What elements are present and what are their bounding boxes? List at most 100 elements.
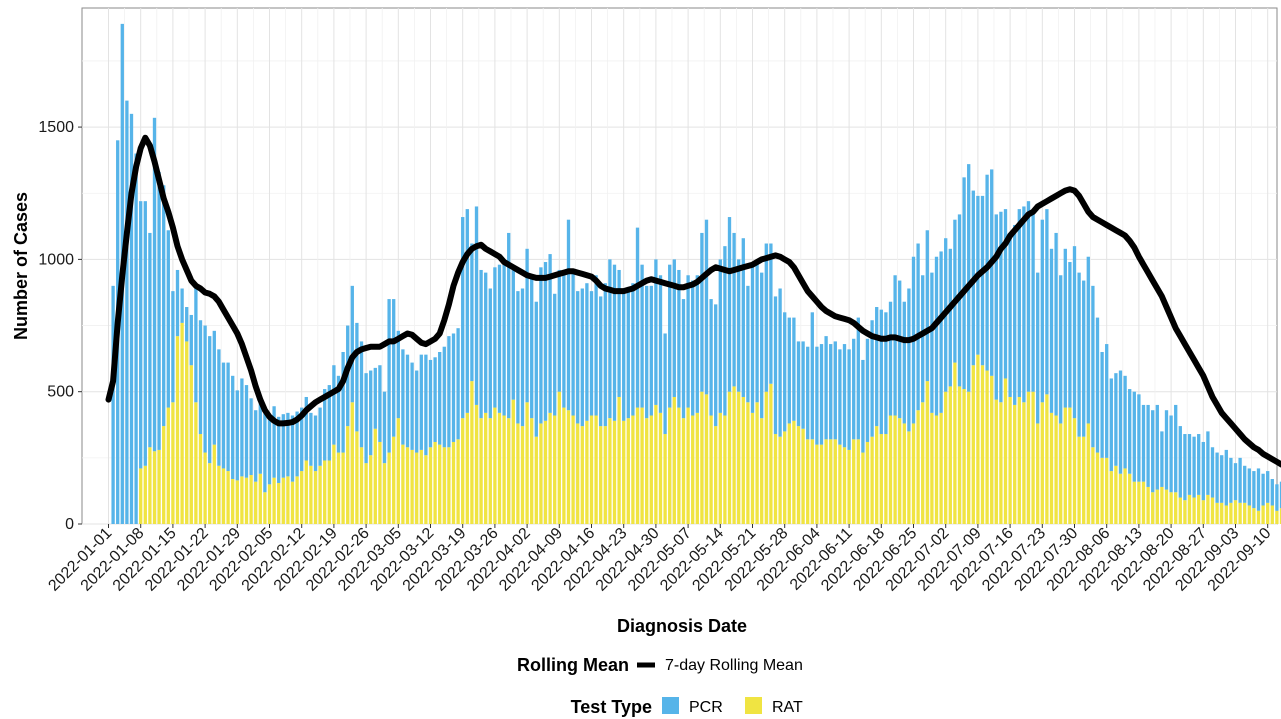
bar-rat (516, 423, 520, 524)
bar-rat (663, 434, 667, 524)
bar-rat (378, 441, 382, 524)
bar-rat (428, 447, 433, 524)
bar-rat (1031, 391, 1035, 524)
bar-pcr (884, 312, 888, 435)
bar-pcr (677, 269, 681, 408)
bar-rat (502, 415, 506, 524)
bar-rat (714, 426, 718, 524)
bar-rat (1072, 418, 1077, 524)
bar-pcr (1008, 238, 1012, 397)
bar-rat (1068, 407, 1072, 524)
bar-pcr (235, 390, 239, 481)
bar-pcr (635, 227, 640, 408)
bar-rat (240, 476, 244, 524)
bar-rat (865, 441, 870, 524)
bar-pcr (1164, 410, 1169, 490)
bar-pcr (1022, 206, 1026, 403)
bar-pcr (530, 277, 534, 419)
bar-pcr (1054, 232, 1058, 416)
bar-rat (249, 475, 253, 524)
bar-pcr (359, 341, 364, 448)
bar-pcr (1045, 209, 1049, 395)
legend-rolling-title: Rolling Mean (517, 655, 629, 675)
bar-pcr (741, 238, 745, 397)
bar-rat (419, 449, 423, 524)
bar-rat (1270, 505, 1274, 524)
bar-rat (1155, 489, 1159, 524)
bar-pcr (893, 275, 897, 416)
bar-pcr (704, 219, 709, 395)
bar-pcr (714, 304, 718, 427)
y-tick-label: 1500 (38, 119, 74, 136)
bar-rat (718, 412, 722, 524)
bar-pcr (1220, 455, 1224, 503)
bar-rat (281, 477, 285, 524)
bar-pcr (290, 415, 295, 482)
bar-pcr (585, 283, 589, 421)
bar-rat (819, 444, 824, 524)
bar-pcr (1031, 211, 1035, 392)
bar-rat (750, 412, 755, 524)
bar-rat (382, 463, 387, 524)
bar-rat (746, 402, 750, 524)
bar-pcr (695, 275, 699, 413)
bar-rat (622, 420, 626, 524)
bar-rat (888, 415, 893, 524)
bar-rat (323, 460, 327, 524)
bar-pcr (433, 357, 437, 442)
bar-pcr (401, 349, 405, 445)
bar-rat (1243, 502, 1247, 524)
bar-pcr (1109, 378, 1113, 472)
bar-rat (810, 439, 814, 524)
bar-rat (272, 477, 276, 524)
bar-pcr (778, 288, 782, 437)
bar-rat (171, 402, 175, 524)
bar-pcr (244, 385, 249, 478)
bar-rat (557, 391, 561, 524)
bar-rat (999, 402, 1003, 524)
bar-pcr (1261, 473, 1265, 506)
bar-rat (341, 452, 345, 524)
bar-rat (1109, 471, 1113, 524)
bar-pcr (861, 359, 865, 453)
bar-pcr (180, 288, 184, 323)
bar-rat (185, 341, 189, 524)
bar-pcr (999, 211, 1003, 403)
bar-rat (893, 415, 897, 524)
legend-test-title: Test Type (571, 697, 652, 717)
bar-rat (778, 436, 782, 524)
bar-pcr (764, 243, 768, 392)
bar-rat (985, 370, 989, 524)
bar-rat (1118, 473, 1123, 524)
bar-rat (971, 365, 975, 524)
bar-pcr (1201, 441, 1205, 501)
bar-rat (447, 447, 451, 524)
bar-pcr (240, 378, 244, 477)
bar-rat (594, 415, 598, 524)
bar-rat (387, 452, 391, 524)
bar-pcr (824, 336, 828, 440)
bar-rat (203, 452, 207, 524)
bar-rat (470, 381, 474, 524)
bar-rat (829, 439, 833, 524)
bar-rat (1183, 500, 1187, 524)
bar-rat (930, 412, 934, 524)
bar-pcr (985, 174, 989, 371)
bar-rat (221, 468, 226, 524)
bar-pcr (1003, 209, 1008, 379)
bar-pcr (1192, 436, 1196, 498)
bar-rat (787, 423, 791, 524)
bar-rat (300, 471, 304, 524)
bar-pcr (686, 275, 690, 408)
bar-rat (1238, 502, 1242, 524)
bar-pcr (865, 338, 870, 442)
bar-rat (967, 391, 971, 524)
bar-rat (1137, 481, 1141, 524)
bar-rat (369, 455, 373, 524)
bar-pcr (539, 267, 543, 424)
bar-pcr (930, 272, 934, 413)
bar-rat (898, 418, 902, 524)
bar-rat (1256, 510, 1261, 524)
bar-rat (1151, 492, 1155, 524)
bar-pcr (980, 195, 985, 366)
